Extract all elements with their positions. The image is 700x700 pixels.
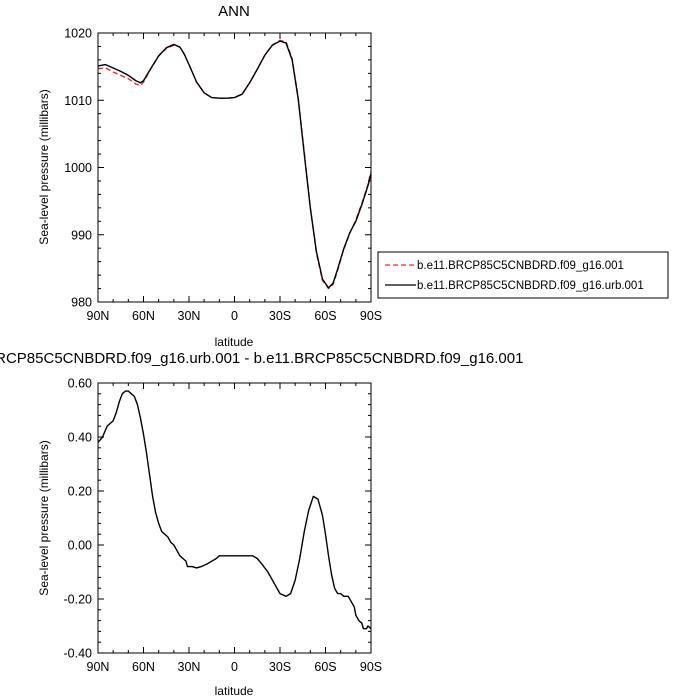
bottom-chart-ticks bbox=[97, 382, 372, 654]
y-tick-label: 0.00 bbox=[68, 539, 92, 553]
x-tick-label: 30N bbox=[178, 660, 201, 674]
bottom-chart-lines bbox=[97, 390, 372, 630]
y-tick-label: 0.40 bbox=[68, 431, 92, 445]
x-tick-label: 60N bbox=[132, 309, 155, 323]
y-tick-label: 0.60 bbox=[68, 377, 92, 391]
y-tick-label: -0.40 bbox=[64, 647, 93, 661]
y-tick-label: 0.20 bbox=[68, 485, 92, 499]
x-tick-label: 90N bbox=[87, 660, 110, 674]
y-tick-label: -0.20 bbox=[64, 593, 93, 607]
top-chart-xlabel: latitude bbox=[215, 335, 254, 349]
top-chart-title: ANN bbox=[218, 3, 250, 20]
series-line-0 bbox=[97, 39, 372, 290]
bottom-chart-panel: b.e11.BRCP85C5CNBDRD.f09_g16.urb.001 - b… bbox=[0, 350, 523, 698]
x-tick-label: 0 bbox=[231, 660, 238, 674]
x-tick-label: 90S bbox=[360, 309, 382, 323]
top-chart-y-tick-labels: 980 990 1000 1010 1020 bbox=[64, 27, 92, 310]
top-chart-frame bbox=[97, 32, 372, 303]
x-tick-label: 60S bbox=[314, 660, 336, 674]
top-chart-ticks bbox=[97, 32, 372, 303]
y-tick-label: 1010 bbox=[64, 94, 92, 108]
x-tick-label: 30N bbox=[178, 309, 201, 323]
y-tick-label: 980 bbox=[71, 296, 92, 310]
legend-label-urban: b.e11.BRCP85C5CNBDRD.f09_g16.urb.001 bbox=[417, 280, 644, 292]
x-tick-label: 0 bbox=[231, 309, 238, 323]
legend: b.e11.BRCP85C5CNBDRD.f09_g16.001 b.e11.B… bbox=[377, 251, 669, 299]
top-chart-x-tick-labels: 90N 60N 30N 0 30S 60S 90S bbox=[87, 309, 383, 323]
series-line-1 bbox=[97, 40, 372, 289]
bottom-chart-x-tick-labels: 90N 60N 30N 0 30S 60S 90S bbox=[87, 660, 383, 674]
bottom-chart-xlabel: latitude bbox=[215, 684, 254, 698]
x-tick-label: 30S bbox=[269, 660, 291, 674]
y-tick-label: 1000 bbox=[64, 161, 92, 175]
legend-label-control: b.e11.BRCP85C5CNBDRD.f09_g16.001 bbox=[417, 260, 624, 272]
top-chart-lines bbox=[97, 39, 372, 290]
legend-box bbox=[377, 251, 669, 299]
top-chart-panel: ANN 90N 60N 30N 0 30S 60S 90S 980 990 1000 1010 10… bbox=[37, 3, 382, 349]
x-tick-label: 90N bbox=[87, 309, 110, 323]
bottom-chart-y-tick-labels: -0.40 -0.20 0.00 0.20 0.40 0.60 bbox=[64, 377, 93, 661]
bottom-chart-ylabel: Sea-level pressure (millibars) bbox=[37, 440, 51, 595]
y-tick-label: 990 bbox=[71, 228, 92, 242]
x-tick-label: 60S bbox=[314, 309, 336, 323]
x-tick-label: 60N bbox=[132, 660, 155, 674]
top-chart-ylabel: Sea-level pressure (millibars) bbox=[37, 89, 51, 244]
bottom-chart-frame bbox=[97, 382, 372, 654]
x-tick-label: 90S bbox=[360, 660, 382, 674]
bottom-chart-title: b.e11.BRCP85C5CNBDRD.f09_g16.urb.001 - b… bbox=[0, 350, 523, 367]
y-tick-label: 1020 bbox=[64, 27, 92, 41]
series-line-0 bbox=[97, 390, 372, 630]
x-tick-label: 30S bbox=[269, 309, 291, 323]
